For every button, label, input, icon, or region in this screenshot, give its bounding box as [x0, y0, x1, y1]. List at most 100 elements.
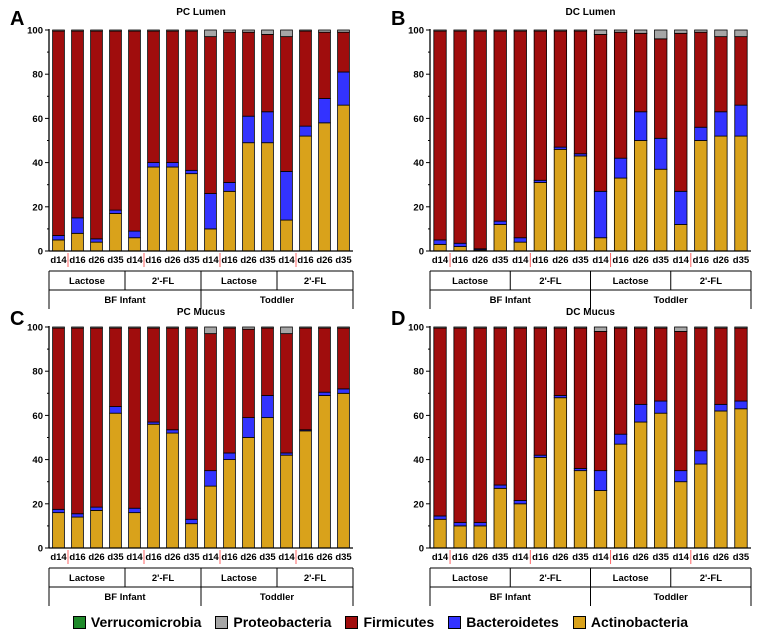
panel-a-group-label: 2'-FL: [304, 276, 327, 287]
panel-c-bar-actinobacteria: [204, 485, 217, 549]
panel-d-ytick-label: 20: [413, 499, 424, 510]
panel-a-xtick-label: d35: [259, 255, 276, 266]
panel-c-bar-firmicutes: [166, 327, 179, 431]
panel-d-bar-actinobacteria: [654, 412, 668, 549]
panel-d-bar-firmicutes: [634, 327, 648, 405]
panel-a-xtick-label: d26: [164, 255, 180, 266]
panel-a-bar-firmicutes: [299, 30, 312, 127]
panel-b-letter: B: [391, 8, 405, 30]
panel-d-xtick-label: d35: [733, 552, 750, 563]
panel-a-bar-actinobacteria: [128, 237, 141, 252]
panel-c-bar-bacteroidetes: [128, 507, 141, 514]
panel-d-xtick-label: d35: [492, 552, 509, 563]
panel-d-bar-firmicutes: [613, 327, 628, 435]
panel-c-xtick-label: d14: [202, 552, 219, 563]
panel-a-bar-firmicutes: [280, 36, 293, 172]
panel-a-bar-firmicutes: [147, 30, 160, 164]
panel-c-bar-proteobacteria: [318, 326, 331, 329]
panel-a-bar-proteobacteria: [318, 29, 331, 33]
panel-b-bar-bacteroidetes: [634, 111, 648, 141]
panel-d-bar-bacteroidetes: [634, 403, 648, 423]
panel-b-bar-actinobacteria: [654, 168, 668, 252]
panel-b-group-label: Lactose: [452, 276, 488, 287]
panel-d-bar-proteobacteria: [613, 326, 628, 329]
panel-d-bar-actinobacteria: [714, 410, 728, 549]
panel-a-ytick-label: 0: [38, 247, 43, 258]
panel-b-bar-firmicutes: [433, 30, 447, 241]
legend-label-verrucomicrobia: Verrucomicrobia: [90, 614, 202, 630]
panel-d-bar-actinobacteria: [513, 503, 527, 549]
panel-c-ytick-label: 20: [32, 499, 43, 510]
panel-b-ytick-label: 100: [408, 26, 424, 37]
legend-swatch-bacteroidetes: [448, 615, 462, 629]
panel-a-bar-proteobacteria: [185, 29, 198, 32]
panel-a-xtick-label: d14: [126, 255, 143, 266]
panel-d-xtick-label: d35: [572, 552, 589, 563]
panel-b-bar-proteobacteria: [654, 29, 668, 40]
panel-d-xtick-label: d26: [552, 552, 568, 563]
panel-a-bar-proteobacteria: [128, 29, 141, 32]
panel-a-group-label: 2'-FL: [152, 276, 175, 287]
panel-c-ytick-label: 60: [32, 411, 43, 422]
panel-b-bar-firmicutes: [493, 30, 507, 222]
panel-c-xtick-label: d26: [88, 552, 104, 563]
panel-b-bar-proteobacteria: [634, 29, 648, 34]
panel-c-bar-proteobacteria: [280, 326, 293, 335]
panel-d-bar-firmicutes: [674, 331, 688, 472]
panel-b-ytick-label: 80: [413, 70, 424, 81]
panel-b-bar-actinobacteria: [613, 177, 628, 252]
panel-c-supergroup-label: Toddler: [260, 592, 294, 603]
panel-d-bar-bacteroidetes: [473, 522, 487, 527]
panel-b-bar-bacteroidetes: [694, 126, 708, 141]
panel-d-bar-bacteroidetes: [593, 470, 608, 491]
panel-b-bar-firmicutes: [513, 30, 527, 239]
panel-b-supergroup-label: Toddler: [654, 295, 688, 306]
panel-b-bar-bacteroidetes: [433, 239, 447, 245]
legend: Verrucomicrobia Proteobacteria Firmicute…: [0, 610, 761, 634]
panel-c-bar-actinobacteria: [242, 437, 255, 549]
panel-d-group-label: Lactose: [613, 573, 649, 584]
panel-d-xtick-label: d16: [612, 552, 628, 563]
panel-d-bar-actinobacteria: [634, 421, 648, 549]
panel-b-xtick-label: d26: [472, 255, 488, 266]
panel-c-bar-firmicutes: [280, 333, 293, 454]
panel-b-bar-firmicutes: [714, 36, 728, 113]
panel-d-supergroup-label: BF Infant: [490, 592, 532, 603]
panel-d-bar-firmicutes: [553, 327, 568, 396]
panel-a-bar-firmicutes: [90, 30, 103, 240]
panel-c-xtick-label: d16: [69, 552, 85, 563]
panel-b-xtick-label: d26: [632, 255, 648, 266]
panel-a-xtick-label: d26: [240, 255, 256, 266]
panel-d-bar-proteobacteria: [533, 326, 547, 329]
panel-b-bar-actinobacteria: [433, 243, 447, 252]
panel-a-bar-firmicutes: [166, 30, 179, 164]
panel-a-group-label: Lactose: [221, 276, 257, 287]
panel-a-bar-bacteroidetes: [166, 162, 179, 168]
panel-a-bar-bacteroidetes: [185, 169, 198, 175]
panel-d-xtick-label: d16: [693, 552, 709, 563]
panel-d-bar-actinobacteria: [593, 490, 608, 549]
panel-d-bar-bacteroidetes: [453, 522, 467, 527]
panel-a-bar-actinobacteria: [318, 122, 331, 252]
panel-b-bar-firmicutes: [593, 34, 608, 192]
panel-a-bar-actinobacteria: [299, 135, 312, 252]
panel-c-bar-firmicutes: [52, 327, 65, 510]
panel-d-bar-proteobacteria: [553, 326, 568, 329]
panel-b-bar-firmicutes: [674, 32, 688, 192]
panel-d-bar-actinobacteria: [473, 525, 487, 549]
panel-c-ytick-label: 100: [27, 323, 43, 334]
panel-c-bar-proteobacteria: [166, 326, 179, 329]
panel-b-ytick-label: 0: [419, 247, 424, 258]
panel-c-bar-bacteroidetes: [185, 518, 198, 525]
panel-d-xtick-label: d14: [432, 552, 449, 563]
panel-c-bar-actinobacteria: [261, 417, 274, 549]
panel-d-bar-actinobacteria: [433, 518, 447, 549]
panel-b-bar-firmicutes: [573, 30, 588, 155]
panel-a-ytick-label: 80: [32, 70, 43, 81]
panel-a-bar-firmicutes: [52, 30, 65, 236]
panel-b-supergroup-label: BF Infant: [490, 295, 532, 306]
panel-a-bar-actinobacteria: [147, 166, 160, 252]
panel-c-group-label: Lactose: [221, 573, 257, 584]
panel-d-xtick-label: d26: [472, 552, 488, 563]
